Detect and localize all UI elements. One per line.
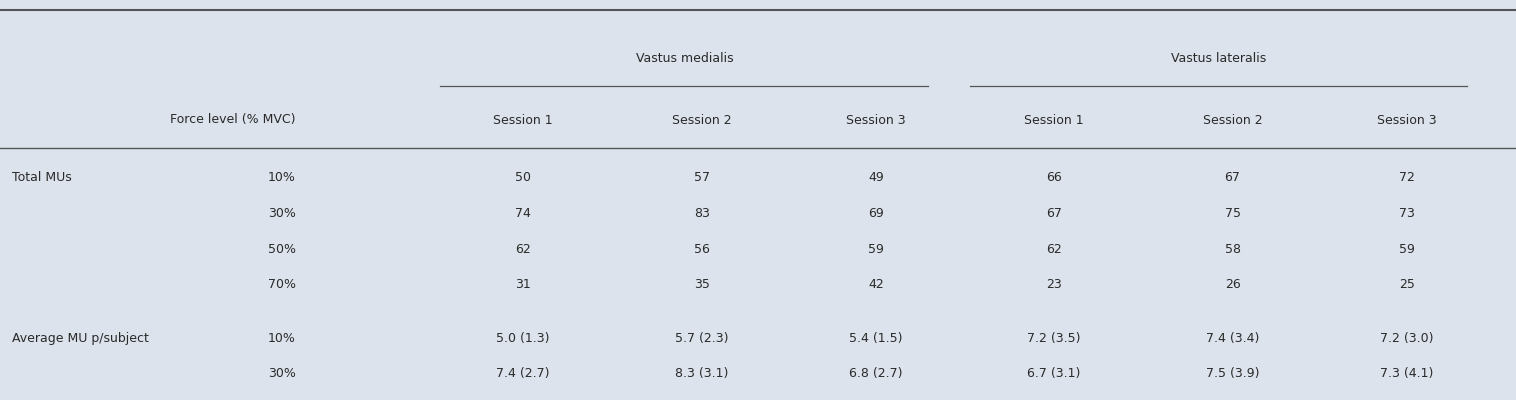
Text: 67: 67 — [1046, 207, 1061, 220]
Text: 50: 50 — [515, 172, 531, 184]
Text: 7.2 (3.0): 7.2 (3.0) — [1380, 332, 1434, 345]
Text: 35: 35 — [694, 278, 709, 291]
Text: 26: 26 — [1225, 278, 1240, 291]
Text: 10%: 10% — [268, 332, 296, 345]
Text: 67: 67 — [1225, 172, 1240, 184]
Text: 49: 49 — [869, 172, 884, 184]
Text: 72: 72 — [1399, 172, 1414, 184]
Text: 57: 57 — [694, 172, 709, 184]
Text: 69: 69 — [869, 207, 884, 220]
Text: Session 3: Session 3 — [846, 114, 907, 126]
Text: 83: 83 — [694, 207, 709, 220]
Text: 62: 62 — [515, 243, 531, 256]
Text: 6.8 (2.7): 6.8 (2.7) — [849, 368, 904, 380]
Text: Session 1: Session 1 — [493, 114, 553, 126]
Text: 8.3 (3.1): 8.3 (3.1) — [675, 368, 729, 380]
Text: 59: 59 — [1399, 243, 1414, 256]
Text: 5.4 (1.5): 5.4 (1.5) — [849, 332, 904, 345]
Text: 5.7 (2.3): 5.7 (2.3) — [675, 332, 729, 345]
Text: Vastus medialis: Vastus medialis — [637, 52, 734, 64]
Text: 31: 31 — [515, 278, 531, 291]
Text: 50%: 50% — [268, 243, 296, 256]
Text: 7.3 (4.1): 7.3 (4.1) — [1380, 368, 1434, 380]
Text: Total MUs: Total MUs — [12, 172, 71, 184]
Text: 70%: 70% — [268, 278, 296, 291]
Text: Average MU p/subject: Average MU p/subject — [12, 332, 149, 345]
Text: Session 3: Session 3 — [1377, 114, 1437, 126]
Text: 7.4 (2.7): 7.4 (2.7) — [496, 368, 550, 380]
Text: 66: 66 — [1046, 172, 1061, 184]
Text: 56: 56 — [694, 243, 709, 256]
Text: 7.2 (3.5): 7.2 (3.5) — [1026, 332, 1081, 345]
Text: 30%: 30% — [268, 207, 296, 220]
Text: 6.7 (3.1): 6.7 (3.1) — [1026, 368, 1081, 380]
Text: Force level (% MVC): Force level (% MVC) — [170, 114, 296, 126]
Text: 62: 62 — [1046, 243, 1061, 256]
Text: Session 1: Session 1 — [1023, 114, 1084, 126]
Text: 10%: 10% — [268, 172, 296, 184]
Text: 7.4 (3.4): 7.4 (3.4) — [1205, 332, 1260, 345]
Text: 75: 75 — [1225, 207, 1240, 220]
Text: 7.5 (3.9): 7.5 (3.9) — [1205, 368, 1260, 380]
Text: 73: 73 — [1399, 207, 1414, 220]
Text: 59: 59 — [869, 243, 884, 256]
Text: 42: 42 — [869, 278, 884, 291]
Text: Session 2: Session 2 — [672, 114, 732, 126]
Text: Session 2: Session 2 — [1202, 114, 1263, 126]
Text: 23: 23 — [1046, 278, 1061, 291]
Text: Vastus lateralis: Vastus lateralis — [1172, 52, 1266, 64]
Text: 5.0 (1.3): 5.0 (1.3) — [496, 332, 550, 345]
Text: 74: 74 — [515, 207, 531, 220]
Text: 58: 58 — [1225, 243, 1240, 256]
Text: 25: 25 — [1399, 278, 1414, 291]
Text: 30%: 30% — [268, 368, 296, 380]
